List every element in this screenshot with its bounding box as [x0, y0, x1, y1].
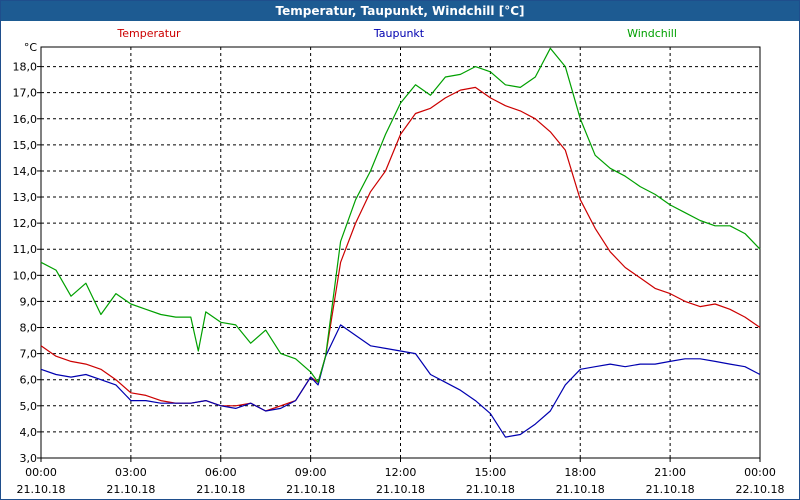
- x-tick-time-label: 00:00: [744, 466, 776, 479]
- x-tick-date-label: 21.10.18: [17, 483, 66, 496]
- y-tick-label: 15,0: [13, 139, 38, 152]
- series-line-windchill: [40, 47, 761, 383]
- x-tick-time-label: 00:00: [25, 466, 57, 479]
- x-tick-date-label: 21.10.18: [466, 483, 515, 496]
- y-tick-label: 14,0: [13, 165, 38, 178]
- window-title: Temperatur, Taupunkt, Windchill [°C]: [1, 1, 799, 21]
- x-tick-time-label: 12:00: [385, 466, 417, 479]
- x-tick-time-label: 09:00: [295, 466, 327, 479]
- y-tick-label: 10,0: [13, 269, 38, 282]
- legend-label-windchill: Windchill: [627, 27, 677, 40]
- y-tick-label: 9,0: [20, 295, 38, 308]
- y-axis-unit: °C: [24, 41, 38, 54]
- x-tick-time-label: 06:00: [205, 466, 237, 479]
- y-tick-label: 17,0: [13, 87, 38, 100]
- y-tick-label: 4,0: [20, 426, 38, 439]
- y-tick-label: 5,0: [20, 400, 38, 413]
- x-tick-date-label: 21.10.18: [286, 483, 335, 496]
- x-tick-date-label: 22.10.18: [736, 483, 785, 496]
- series-line-taupunkt: [40, 324, 761, 438]
- y-tick-label: 16,0: [13, 113, 38, 126]
- y-tick-label: 3,0: [20, 452, 38, 465]
- legend-label-taupunkt: Taupunkt: [373, 27, 425, 40]
- y-tick-label: 11,0: [13, 243, 38, 256]
- y-tick-label: 13,0: [13, 191, 38, 204]
- x-tick-time-label: 03:00: [115, 466, 147, 479]
- legend-label-temperatur: Temperatur: [116, 27, 181, 40]
- y-tick-label: 12,0: [13, 217, 38, 230]
- y-tick-label: 8,0: [20, 322, 38, 335]
- x-tick-date-label: 21.10.18: [556, 483, 605, 496]
- y-tick-label: 18,0: [13, 61, 38, 74]
- chart-svg: 3,0 4,0 5,0 6,0 7,0 8,0 9,0 10,0 11,0 12,0 13,0 14,…: [13, 27, 785, 496]
- y-tick-label: 7,0: [20, 348, 38, 361]
- y-tick-label: 6,0: [20, 374, 38, 387]
- x-tick-time-label: 21:00: [654, 466, 686, 479]
- series-line-temperatur: [40, 86, 761, 412]
- x-tick-date-label: 21.10.18: [106, 483, 155, 496]
- x-tick-date-label: 21.10.18: [196, 483, 245, 496]
- x-tick-date-label: 21.10.18: [376, 483, 425, 496]
- x-tick-time-label: 18:00: [564, 466, 596, 479]
- x-tick-time-label: 15:00: [475, 466, 507, 479]
- x-tick-date-label: 21.10.18: [646, 483, 695, 496]
